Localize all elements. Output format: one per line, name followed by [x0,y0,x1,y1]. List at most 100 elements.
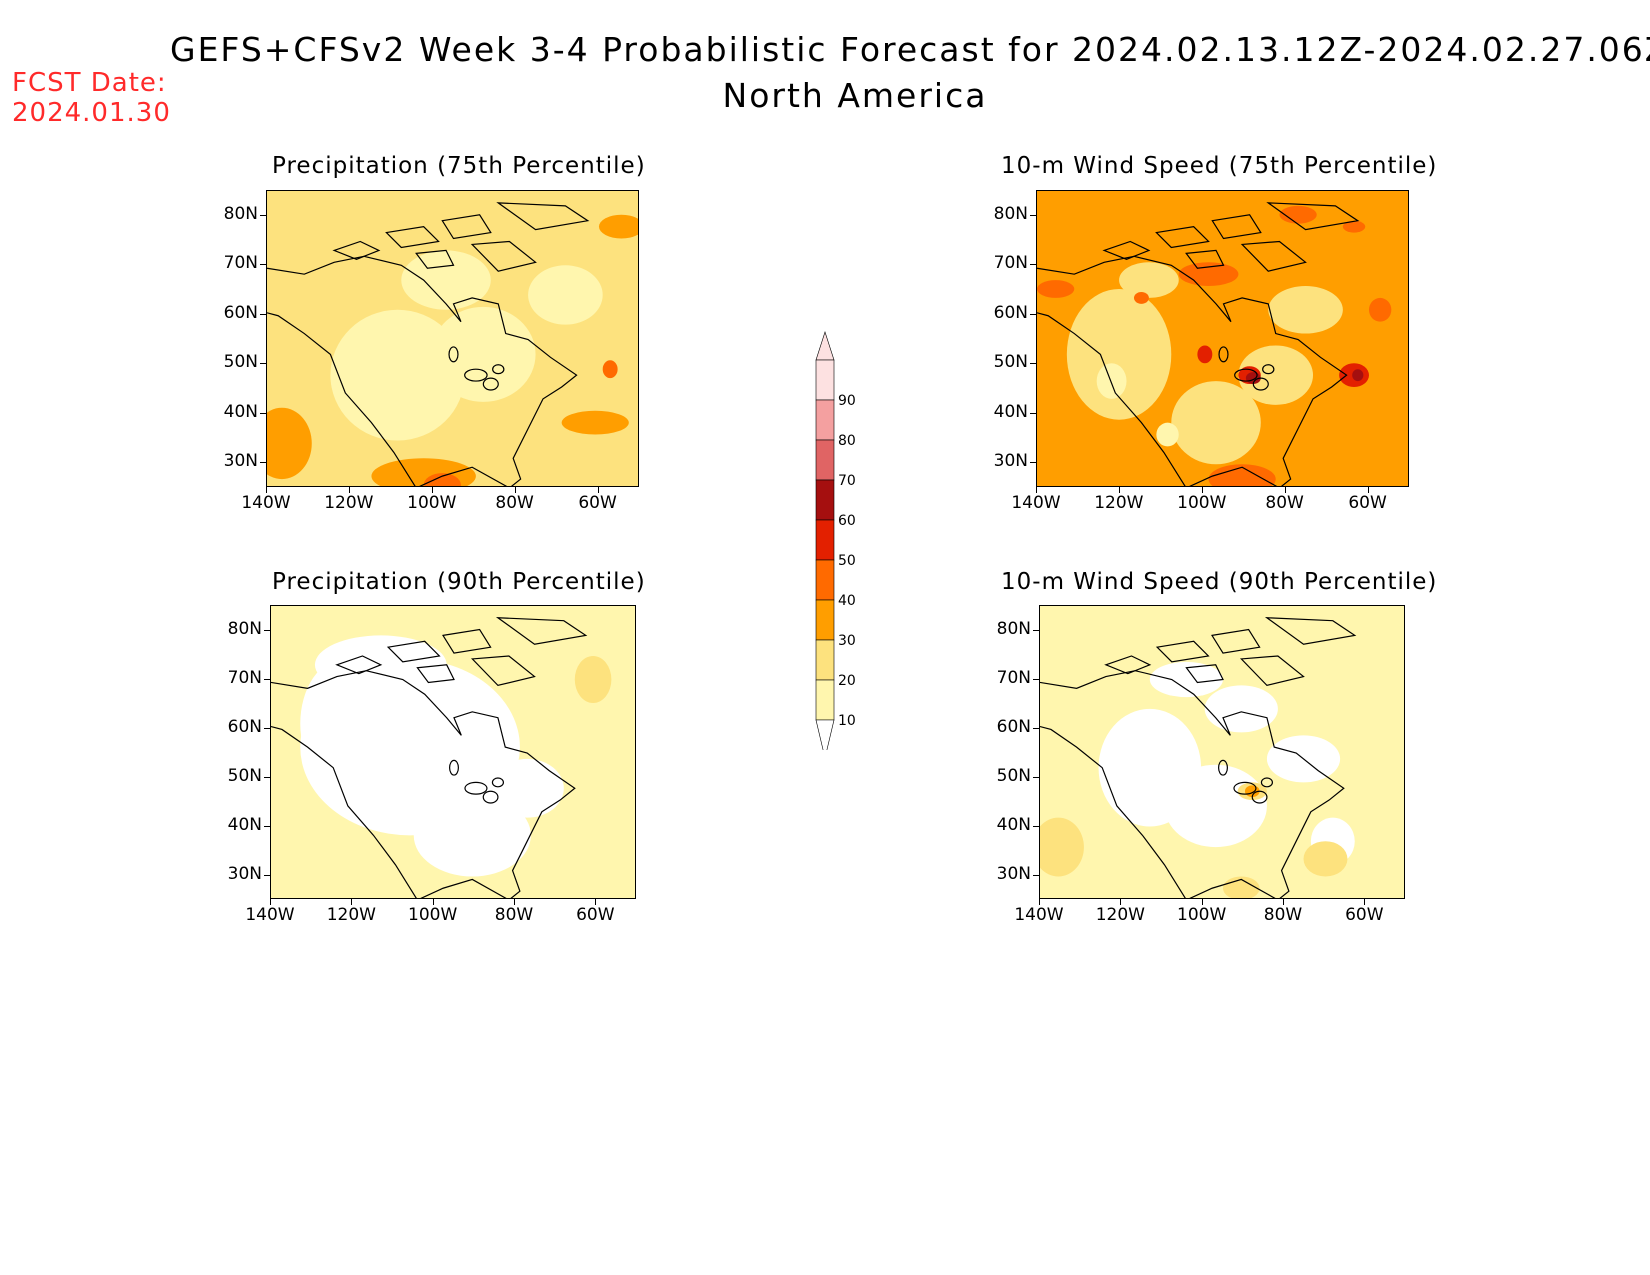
probability-contour-region [1171,381,1261,465]
lat-tick-mark [1033,776,1039,778]
map-field-svg [271,606,635,898]
colorbar-label: 80 [838,433,856,449]
coastline-island [1211,628,1261,654]
lat-tick-label: 40N [996,814,1031,835]
lat-tick-label: 70N [993,253,1028,274]
probability-contour-region [401,250,491,310]
lon-tick-label: 100W [1177,905,1227,925]
great-lake [482,790,499,804]
coastline-mainland [267,255,578,486]
lon-tick-label: 60W [578,493,617,513]
lat-tick-mark [260,363,266,365]
lat-tick-mark [1033,874,1039,876]
page-subtitle: North America [722,76,988,115]
probability-contour-region [528,265,603,325]
lon-tick-label: 100W [1177,493,1227,513]
probability-contour-region [1178,262,1239,287]
lon-tick-mark [348,487,350,493]
lat-tick-label: 30N [996,863,1031,884]
lat-tick-mark [1030,264,1036,266]
lon-tick-mark [432,899,434,905]
lat-tick-label: 70N [227,667,262,688]
probability-contour-region [1133,291,1149,304]
lon-tick-label: 120W [324,493,374,513]
coastline-island [1185,664,1224,684]
colorbar-cap-top [815,331,835,361]
anomaly-field [1040,606,1404,898]
lon-tick-label: 60W [576,905,615,925]
lon-tick-label: 140W [1011,493,1061,513]
colorbar-label: 60 [838,513,856,529]
coastline-island [496,202,590,231]
map-field-svg [1040,606,1404,898]
coastline-island [1266,202,1360,231]
colorbar-segment [815,359,835,401]
lat-tick-label: 40N [223,401,258,422]
lat-tick-label: 50N [996,765,1031,786]
lat-tick-mark [1033,629,1039,631]
lat-tick-mark [264,678,270,680]
colorbar-segment [815,639,835,681]
probability-contour-region [1238,345,1314,405]
great-lake [491,777,505,788]
probability-contour-region [561,410,629,435]
great-lake [449,759,459,776]
lon-tick-mark [597,487,599,493]
lon-tick-mark [266,487,267,493]
colorbar-segment [815,439,835,481]
map-frame [1039,605,1405,899]
coastline-mainland [1037,255,1348,486]
lon-tick-label: 100W [408,905,458,925]
coastline [271,617,588,898]
lon-tick-label: 100W [407,493,457,513]
colorbar-svg: 90 80 70 60 50 40 30 20 10 [815,331,856,759]
coastline-island [415,249,455,269]
coastline-island [385,225,440,249]
lon-tick-mark [431,487,433,493]
probability-contour-region [1204,685,1278,733]
lat-tick-mark [264,727,270,729]
coastline-island [416,664,455,684]
fcst-date-value: 2024.01.30 [12,98,171,128]
lat-tick-mark [1033,678,1039,680]
probability-contour-region [1342,220,1366,233]
colorbar-segment [815,559,835,601]
probability-contour-region [423,473,461,486]
map-field-svg [267,191,638,486]
probability-contour-region [1268,286,1343,334]
coastline-mainland [271,670,576,898]
probability-contour-region [1164,764,1267,848]
map-frame [270,605,636,899]
coastline-island [1104,655,1152,675]
lon-tick-label: 140W [245,905,295,925]
lon-tick-mark [351,899,353,905]
panel-title: Precipitation (90th Percentile) [272,569,646,595]
probability-contour-region [1279,205,1317,224]
colorbar-segment [815,399,835,441]
coastline-island [335,655,383,675]
colorbar-segment [815,679,835,721]
lat-tick-label: 30N [227,863,262,884]
lat-tick-mark [1030,412,1036,414]
lon-tick-mark [1036,487,1037,493]
great-lake [464,368,488,382]
coastline-island [1211,214,1262,240]
colorbar-segment [815,519,835,561]
lon-tick-label: 80W [495,493,534,513]
colorbar: 90 80 70 60 50 40 30 20 10 [808,330,878,759]
anomaly-field [271,606,635,898]
probability-contour-region [1197,345,1213,364]
lat-tick-label: 30N [993,451,1028,472]
lat-tick-label: 80N [996,618,1031,639]
lon-tick-label: 80W [494,905,534,925]
great-lake [1218,759,1228,776]
panel-title: Precipitation (75th Percentile) [272,153,646,179]
lat-tick-mark [1030,214,1036,216]
lon-tick-mark [1367,487,1369,493]
lat-tick-label: 40N [993,401,1028,422]
lat-tick-mark [264,825,270,827]
lat-tick-label: 50N [223,352,258,373]
lat-tick-mark [1030,363,1036,365]
lon-tick-label: 60W [1345,905,1384,925]
lat-tick-label: 80N [227,618,262,639]
